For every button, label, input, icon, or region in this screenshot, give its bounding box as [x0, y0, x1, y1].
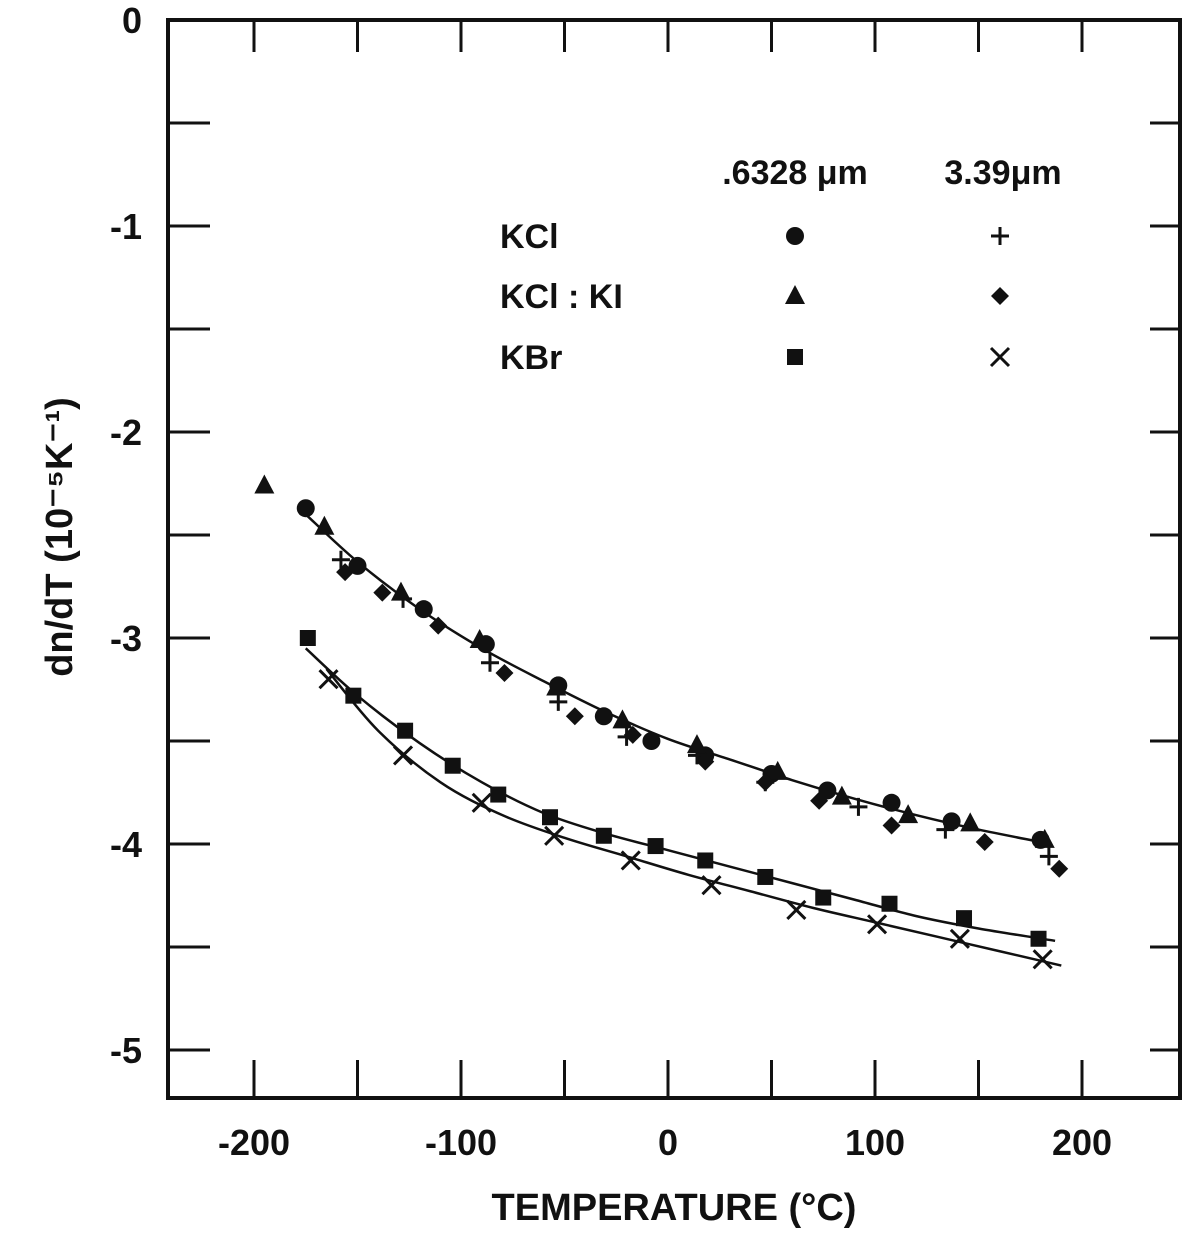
x-tick-label: 100	[845, 1122, 905, 1163]
plot-frame	[166, 18, 1182, 1100]
legend: .6328 μm 3.39μm KCl KCl : KI KBr	[500, 154, 1062, 377]
circle-marker	[818, 781, 837, 800]
square-marker	[1030, 930, 1047, 947]
cross-marker	[620, 850, 641, 871]
plus-marker	[331, 550, 350, 569]
square-marker	[542, 809, 559, 826]
cross-marker	[544, 825, 565, 846]
triangle-marker	[960, 812, 981, 832]
square-marker	[444, 757, 461, 774]
x-axis-title: TEMPERATURE (°C)	[492, 1187, 857, 1229]
diamond-marker	[756, 773, 775, 792]
diamond-marker	[975, 832, 994, 851]
square-marker	[787, 349, 803, 365]
triangle-marker	[767, 760, 788, 780]
y-tick-label: -2	[110, 412, 142, 453]
cross-marker	[989, 346, 1011, 368]
data-markers	[254, 474, 1069, 970]
y-tick-label: -1	[110, 206, 142, 247]
triangle-marker	[686, 734, 707, 754]
triangle-marker	[831, 785, 852, 805]
legend-label-kcl-ki: KCl : KI	[500, 278, 623, 316]
diamond-marker	[991, 287, 1009, 305]
cross-marker	[786, 899, 807, 920]
triangle-marker	[612, 709, 633, 729]
square-marker	[815, 889, 832, 906]
x-tick-label: 200	[1052, 1122, 1112, 1163]
cross-marker	[392, 745, 414, 766]
legend-label-kbr: KBr	[500, 339, 562, 377]
plus-marker	[480, 653, 499, 672]
diamond-marker	[565, 707, 584, 726]
circle-marker	[414, 600, 433, 619]
legend-markers	[785, 227, 1011, 368]
diamond-marker	[1050, 859, 1069, 878]
square-marker	[697, 852, 714, 869]
square-marker	[490, 786, 507, 803]
triangle-marker	[254, 474, 275, 494]
axis-ticks: -200 -100 0 100 200 0 -1 -2 -3 -4 -5	[110, 0, 1180, 1163]
diamond-marker	[373, 583, 392, 602]
circle-marker	[594, 707, 613, 726]
plus-marker	[991, 227, 1009, 245]
circle-marker	[642, 732, 661, 750]
y-tick-label: -5	[110, 1030, 142, 1071]
plus-marker	[549, 692, 568, 711]
square-marker	[956, 910, 973, 927]
fit-curve	[304, 513, 1052, 846]
diamond-marker	[336, 563, 355, 582]
diamond-marker	[495, 664, 514, 683]
triangle-marker	[390, 581, 411, 601]
y-tick-label: -3	[110, 618, 142, 659]
legend-header-0: .6328 μm	[722, 154, 868, 192]
triangle-marker	[785, 285, 805, 304]
circle-marker	[348, 556, 367, 575]
cross-marker	[1032, 949, 1053, 970]
square-marker	[757, 868, 774, 885]
circle-marker	[942, 812, 961, 831]
diamond-marker	[623, 725, 642, 744]
x-tick-label: -200	[218, 1122, 290, 1163]
fit-curve	[325, 668, 1062, 967]
plus-marker	[849, 797, 868, 816]
triangle-marker	[314, 515, 335, 535]
fit-curves	[304, 513, 1062, 967]
square-marker	[345, 687, 362, 704]
square-marker	[881, 895, 898, 912]
triangle-marker	[1034, 828, 1055, 848]
cross-marker	[318, 669, 339, 690]
y-tick-label: 0	[122, 0, 142, 41]
diamond-marker	[696, 752, 715, 771]
y-tick-label: -4	[110, 824, 142, 865]
legend-label-kcl: KCl	[500, 218, 559, 256]
x-tick-label: 0	[658, 1122, 678, 1163]
cross-marker	[701, 875, 722, 896]
legend-header-1: 3.39μm	[944, 154, 1061, 192]
x-tick-label: -100	[425, 1122, 497, 1163]
diamond-marker	[429, 616, 448, 635]
square-marker	[647, 838, 664, 855]
cross-marker	[471, 792, 492, 813]
plus-marker	[1039, 847, 1058, 866]
cross-marker	[949, 928, 970, 949]
circle-marker	[786, 227, 804, 245]
diamond-marker	[810, 791, 829, 810]
triangle-marker	[546, 676, 567, 696]
cross-marker	[867, 914, 888, 935]
square-marker	[397, 722, 414, 739]
y-axis-title: dn/dT (10⁻⁵K⁻¹)	[39, 397, 81, 677]
circle-marker	[296, 499, 315, 518]
fit-curve	[304, 647, 1056, 943]
plus-marker	[936, 820, 955, 839]
circle-marker	[882, 793, 901, 812]
triangle-marker	[469, 629, 490, 649]
square-marker	[595, 827, 612, 844]
diamond-marker	[882, 816, 901, 835]
triangle-marker	[898, 804, 919, 824]
square-marker	[299, 630, 316, 646]
